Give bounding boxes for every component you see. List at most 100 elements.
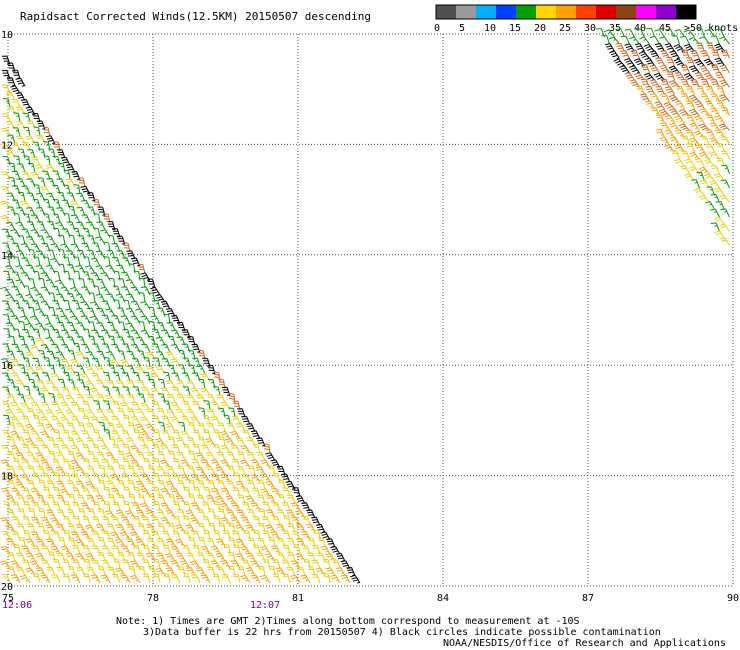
wind-barb	[7, 552, 16, 562]
wind-barb	[250, 560, 261, 569]
wind-barb	[287, 537, 296, 548]
wind-barb	[112, 285, 121, 296]
wind-barb	[684, 158, 695, 167]
wind-barb	[38, 277, 46, 288]
wind-barb	[714, 115, 725, 124]
colorbar-label: 5	[459, 23, 465, 34]
wind-barb	[260, 459, 271, 469]
wind-barb	[332, 559, 341, 569]
wind-barb	[76, 336, 86, 346]
wind-barb	[56, 509, 66, 519]
wind-barb	[191, 574, 201, 584]
wind-barb	[206, 422, 216, 432]
colorbar-swatch	[496, 5, 517, 19]
wind-barb	[15, 279, 26, 289]
wind-barb	[21, 343, 31, 353]
wind-barb	[102, 213, 111, 224]
wind-barb	[46, 538, 56, 548]
wind-barb	[123, 501, 131, 512]
wind-barb	[11, 199, 21, 209]
wind-barb	[235, 437, 246, 447]
wind-barb	[73, 342, 81, 353]
wind-barb	[138, 277, 146, 288]
wind-barb	[215, 538, 226, 548]
wind-barb	[211, 473, 221, 483]
wind-barb	[660, 122, 670, 131]
wind-barb	[235, 553, 246, 562]
wind-barb	[55, 351, 66, 361]
wind-barb	[33, 126, 41, 137]
wind-barb	[65, 365, 76, 375]
wind-barb	[126, 408, 136, 418]
wind-barb	[300, 574, 311, 584]
wind-barb	[95, 265, 106, 274]
wind-barb	[40, 300, 51, 310]
wind-barb	[206, 552, 216, 562]
wind-barb	[17, 148, 26, 159]
wind-barb	[21, 559, 31, 569]
wind-barb	[80, 185, 91, 195]
y-tick-label: 18	[1, 472, 13, 483]
wind-barb	[699, 151, 710, 160]
wind-barb	[70, 531, 81, 541]
wind-barb	[107, 235, 116, 245]
wind-barb	[100, 574, 111, 584]
wind-barb	[112, 444, 121, 454]
wind-barb	[271, 487, 281, 497]
wind-barb	[38, 508, 46, 519]
wind-barb	[108, 335, 116, 346]
wind-barb	[50, 243, 61, 253]
wind-barb	[26, 221, 36, 231]
wind-barb	[680, 78, 690, 88]
wind-barb	[213, 371, 221, 382]
y-tick-label: 12	[1, 140, 13, 151]
wind-barb	[705, 129, 715, 139]
wind-barb	[719, 64, 730, 74]
wind-barb	[715, 28, 725, 38]
wind-barb	[215, 552, 226, 562]
wind-barb	[261, 516, 271, 526]
wind-barb	[137, 436, 146, 447]
wind-barb	[698, 195, 710, 203]
wind-barb	[48, 392, 56, 404]
wind-barb	[17, 191, 26, 202]
wind-barb	[155, 438, 166, 447]
wind-barb	[111, 574, 121, 584]
wind-barb	[213, 515, 221, 526]
wind-barb	[0, 286, 11, 296]
wind-barb	[216, 394, 226, 404]
wind-barb	[31, 444, 41, 454]
wind-barb	[221, 386, 231, 396]
wind-barb	[233, 544, 241, 555]
wind-barb	[710, 208, 720, 218]
wind-barb	[23, 501, 31, 512]
wind-barb	[290, 516, 301, 526]
wind-barb	[217, 480, 226, 490]
wind-barb	[669, 136, 680, 146]
wind-barb	[240, 459, 251, 469]
wind-barb	[11, 286, 21, 296]
wind-barb	[205, 438, 216, 447]
wind-barb	[15, 265, 26, 274]
wind-barb	[196, 365, 206, 375]
wind-barb	[83, 558, 91, 569]
wind-barb	[32, 328, 41, 339]
wind-barb	[96, 221, 106, 231]
wind-barb	[128, 565, 136, 576]
wind-barb	[11, 530, 21, 540]
wind-barb	[105, 351, 116, 361]
wind-barb	[190, 473, 201, 483]
wind-barb	[82, 545, 91, 555]
wind-barb	[73, 256, 81, 267]
wind-barb	[285, 509, 296, 519]
wind-barb	[197, 523, 206, 533]
wind-barb	[85, 409, 96, 418]
wind-barb	[42, 256, 51, 267]
wind-barb	[128, 263, 136, 274]
wind-barb	[107, 422, 116, 432]
wind-barb	[56, 494, 66, 504]
wind-barb	[98, 421, 106, 432]
wind-barb	[350, 574, 361, 584]
wind-barb	[186, 567, 196, 577]
wind-barb	[122, 443, 131, 454]
